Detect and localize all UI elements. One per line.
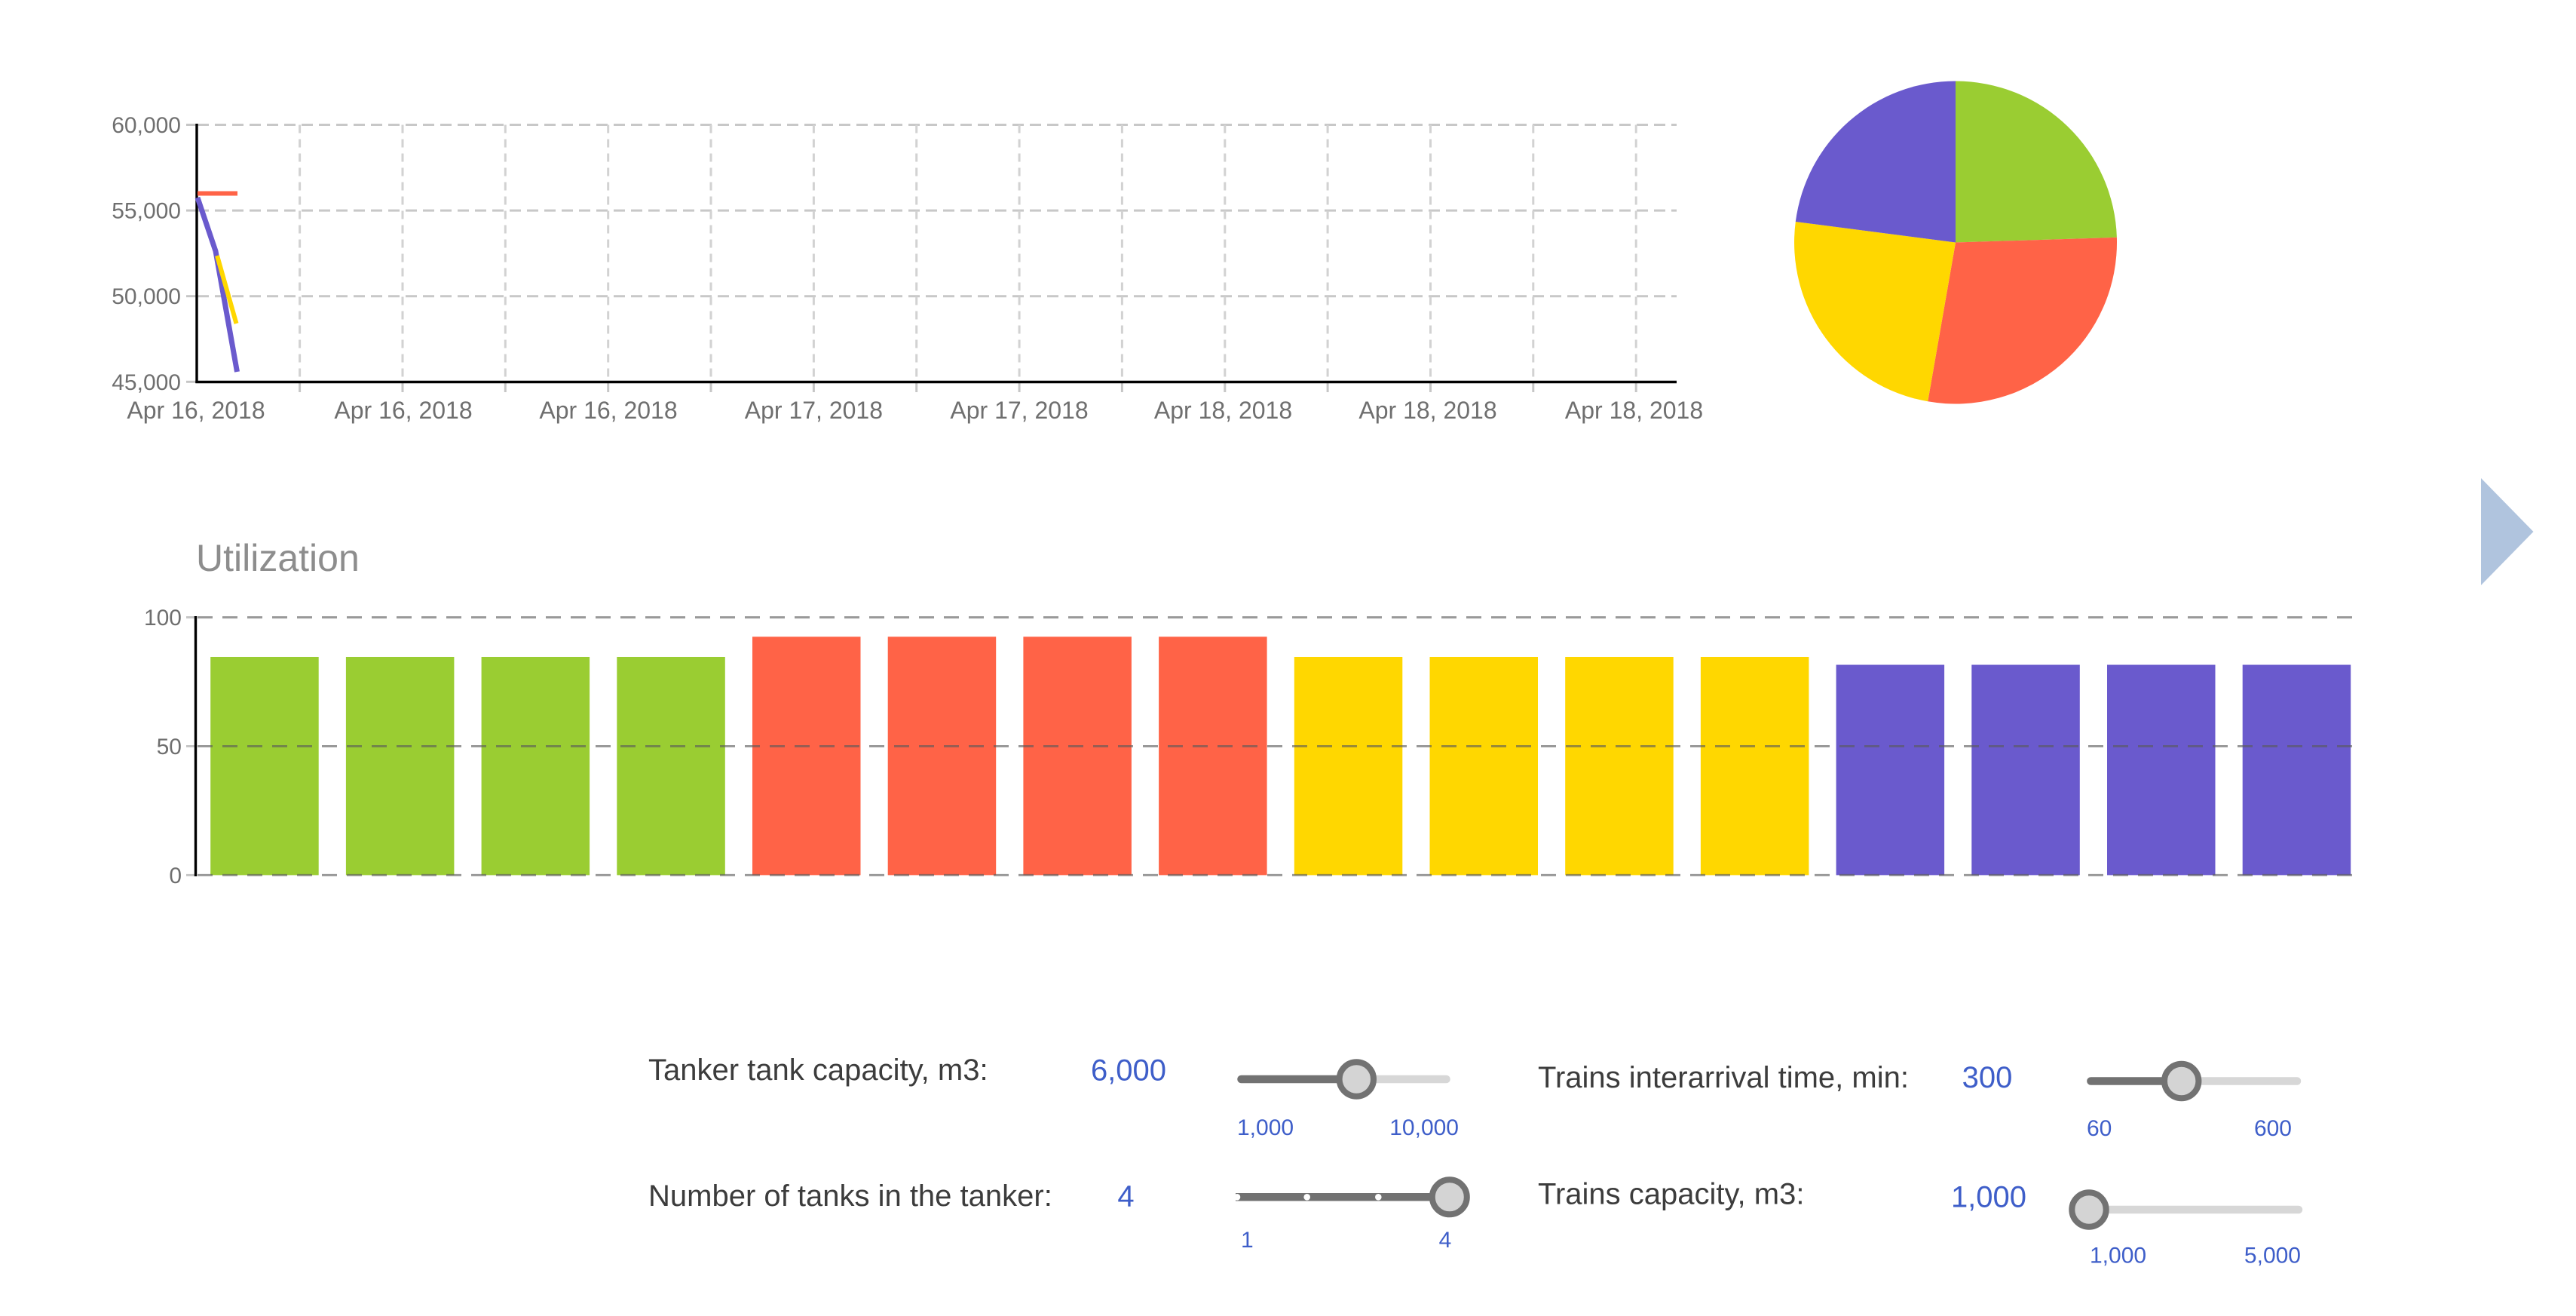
svg-text:4: 4 bbox=[1117, 1180, 1134, 1213]
svg-text:50: 50 bbox=[157, 735, 182, 759]
svg-text:Apr 17, 2018: Apr 17, 2018 bbox=[950, 397, 1088, 424]
svg-text:300: 300 bbox=[1962, 1061, 2013, 1094]
svg-text:Apr 18, 2018: Apr 18, 2018 bbox=[1358, 397, 1496, 424]
svg-text:600: 600 bbox=[2254, 1116, 2292, 1141]
svg-text:Number of tanks in the tanker:: Number of tanks in the tanker: bbox=[648, 1179, 1052, 1213]
svg-text:50,000: 50,000 bbox=[112, 284, 181, 309]
svg-text:60: 60 bbox=[2087, 1116, 2112, 1141]
svg-text:1,000: 1,000 bbox=[2090, 1244, 2146, 1268]
svg-text:1,000: 1,000 bbox=[1951, 1181, 2026, 1214]
svg-text:6,000: 6,000 bbox=[1091, 1054, 1166, 1087]
svg-text:Trains capacity, m3:: Trains capacity, m3: bbox=[1538, 1178, 1804, 1211]
svg-text:Utilization: Utilization bbox=[196, 537, 360, 579]
svg-text:1: 1 bbox=[1241, 1228, 1254, 1253]
svg-text:Trains interarrival time, min:: Trains interarrival time, min: bbox=[1538, 1061, 1909, 1094]
svg-text:Apr 16, 2018: Apr 16, 2018 bbox=[127, 397, 265, 424]
svg-text:10,000: 10,000 bbox=[1389, 1115, 1459, 1140]
svg-text:Tanker tank capacity, m3:: Tanker tank capacity, m3: bbox=[648, 1054, 988, 1087]
svg-text:Apr 16, 2018: Apr 16, 2018 bbox=[334, 397, 472, 424]
svg-text:55,000: 55,000 bbox=[112, 199, 181, 224]
svg-text:Apr 18, 2018: Apr 18, 2018 bbox=[1565, 397, 1703, 424]
svg-text:5,000: 5,000 bbox=[2244, 1244, 2301, 1268]
svg-text:0: 0 bbox=[169, 864, 182, 888]
svg-text:1,000: 1,000 bbox=[1237, 1115, 1294, 1140]
svg-text:60,000: 60,000 bbox=[112, 113, 181, 138]
svg-text:4: 4 bbox=[1439, 1228, 1452, 1253]
svg-text:Apr 16, 2018: Apr 16, 2018 bbox=[539, 397, 677, 424]
svg-text:Apr 18, 2018: Apr 18, 2018 bbox=[1154, 397, 1292, 424]
svg-text:Apr 17, 2018: Apr 17, 2018 bbox=[745, 397, 883, 424]
svg-text:100: 100 bbox=[144, 606, 182, 630]
svg-text:45,000: 45,000 bbox=[112, 370, 181, 395]
